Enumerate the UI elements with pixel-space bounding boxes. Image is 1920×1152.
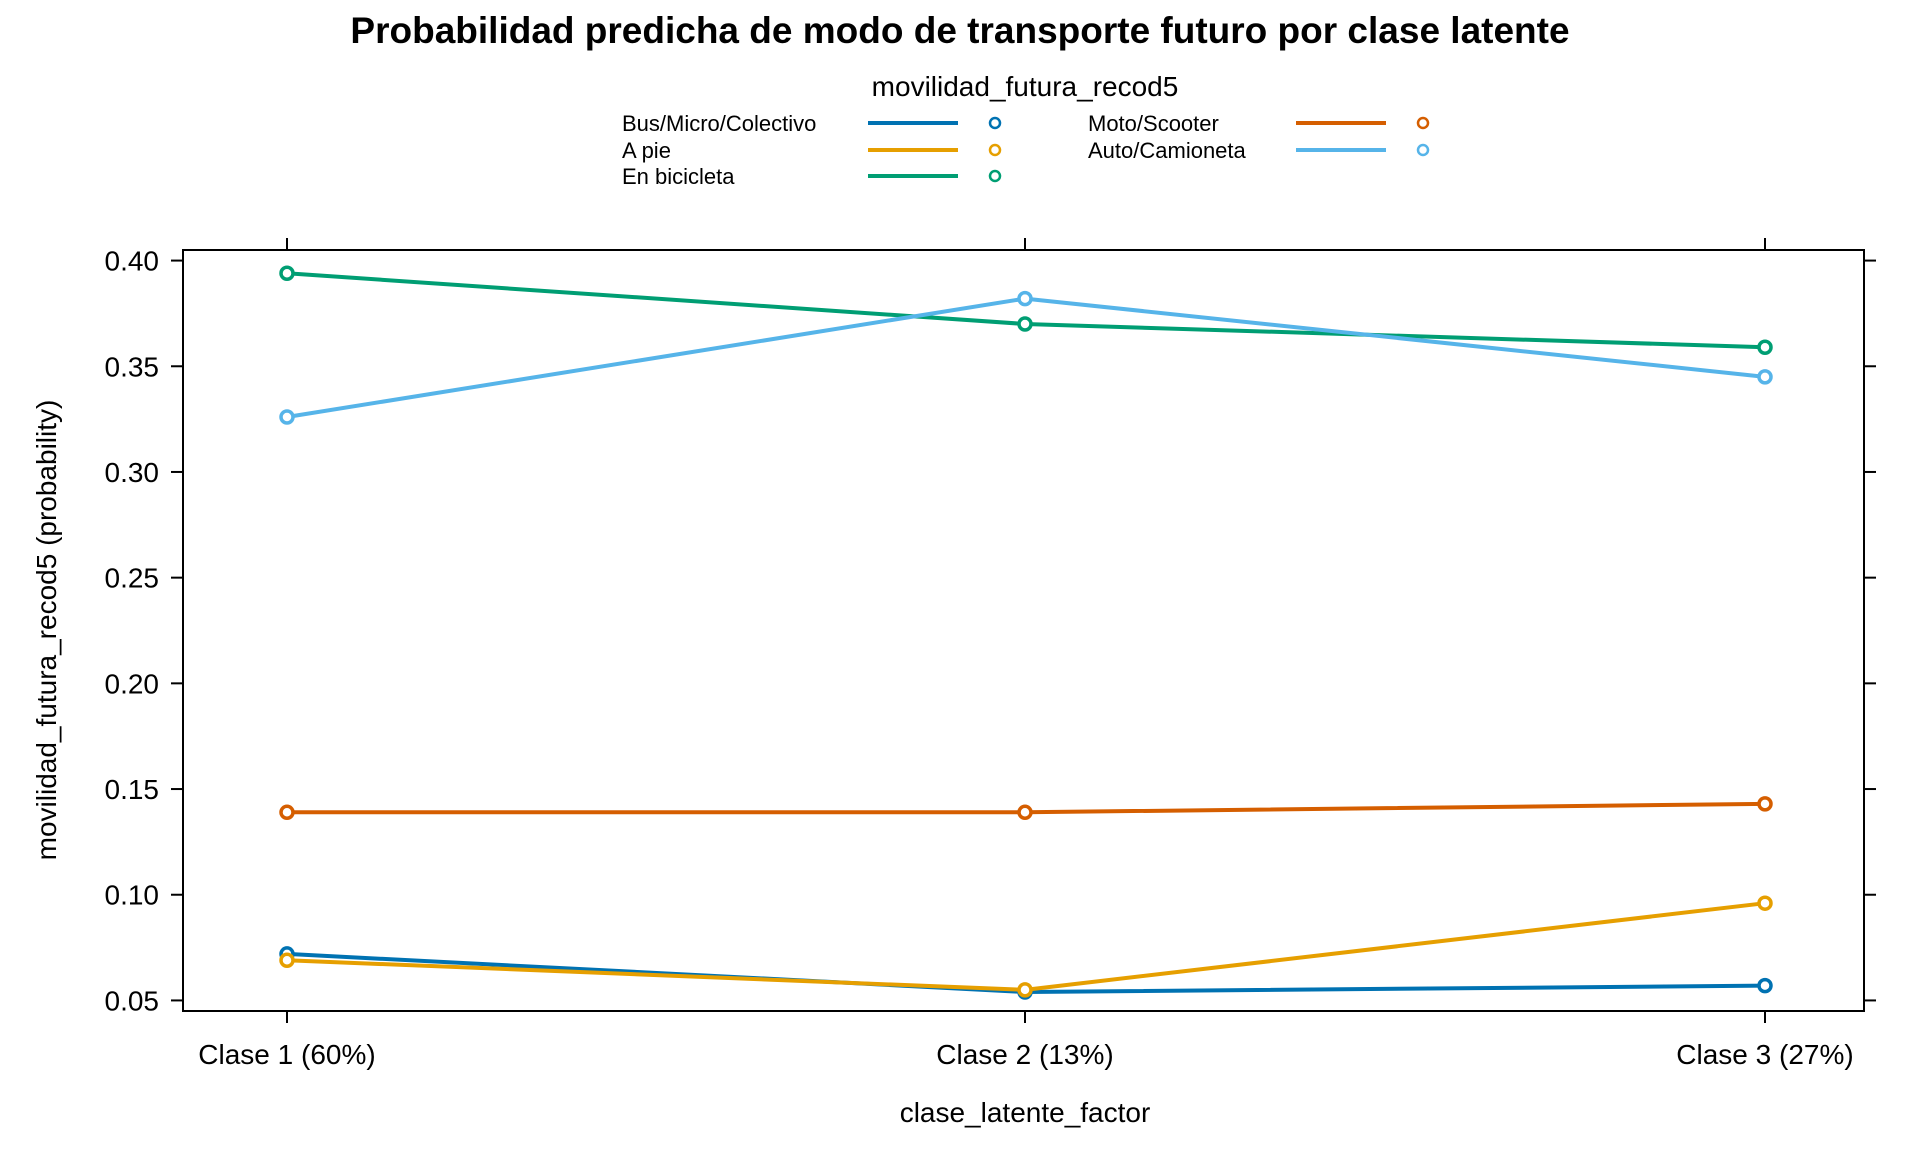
y-axis-label: movilidad_futura_recod5 (probability) <box>31 400 62 861</box>
series-point <box>1757 369 1773 385</box>
series-line <box>286 901 1766 992</box>
legend-point-swatch <box>1416 143 1430 157</box>
series-point <box>1757 339 1773 355</box>
y-tick-label: 0.10 <box>105 880 160 911</box>
plot-area-frame <box>182 249 1865 1012</box>
legend-point-swatch <box>988 116 1002 130</box>
legend-point-swatch <box>988 169 1002 183</box>
legend-label: En bicicleta <box>622 164 735 189</box>
series-point <box>1757 796 1773 812</box>
series-point <box>1757 895 1773 911</box>
series-point <box>279 804 295 821</box>
x-tick-label: Clase 3 (27%) <box>1676 1039 1853 1070</box>
series-point <box>1017 804 1033 821</box>
series-point <box>279 952 295 969</box>
legend-label: Moto/Scooter <box>1088 111 1219 136</box>
x-tick-label: Clase 2 (13%) <box>936 1039 1113 1070</box>
series-point <box>1757 977 1773 994</box>
x-axis-label: clase_latente_factor <box>900 1097 1151 1128</box>
series-point <box>1017 290 1033 307</box>
x-axis: Clase 1 (60%) Clase 2 (13%) Clase 3 (27%) <box>198 238 1854 1070</box>
series-group <box>279 796 1773 821</box>
y-tick-label: 0.05 <box>105 985 160 1016</box>
series-point <box>279 265 295 282</box>
series-point <box>1017 316 1033 332</box>
legend-point-swatch <box>1416 116 1430 130</box>
legend-label: A pie <box>622 138 671 163</box>
y-tick-label: 0.15 <box>105 774 160 805</box>
x-tick-label: Clase 1 (60%) <box>198 1039 375 1070</box>
legend-label: Bus/Micro/Colectivo <box>622 111 816 136</box>
legend-title: movilidad_futura_recod5 <box>872 71 1179 102</box>
series-line <box>286 271 1766 350</box>
chart-title: Probabilidad predicha de modo de transpo… <box>350 10 1569 51</box>
series-point <box>1017 982 1033 998</box>
series-layer <box>279 265 1773 1000</box>
y-tick-label: 0.30 <box>105 457 160 488</box>
y-tick-label: 0.20 <box>105 668 160 699</box>
series-group <box>279 265 1773 355</box>
y-tick-label: 0.40 <box>105 246 160 277</box>
y-tick-label: 0.25 <box>105 563 160 594</box>
y-tick-label: 0.35 <box>105 351 160 382</box>
series-group <box>279 290 1773 425</box>
series-point <box>279 409 295 425</box>
y-axis: 0.05 0.10 0.15 0.20 0.25 0.30 0.35 0.40 <box>105 246 1876 1016</box>
series-group <box>279 895 1773 998</box>
legend-label: Auto/Camioneta <box>1088 138 1247 163</box>
legend-point-swatch <box>988 143 1002 157</box>
